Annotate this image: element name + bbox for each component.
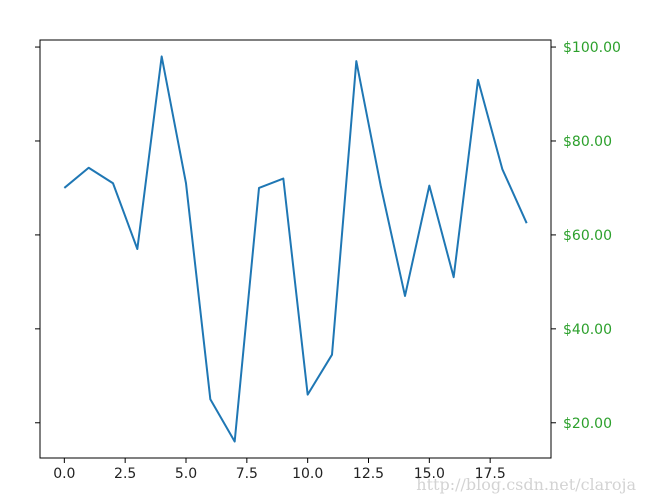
right-y-axis: $20.00 $40.00 $60.00 $80.00 $100.00 xyxy=(551,40,621,432)
right-y-tick-label: $40.00 xyxy=(563,322,612,338)
x-tick-label: 7.5 xyxy=(236,466,258,482)
x-tick-label: 15.0 xyxy=(414,466,445,482)
x-tick-label: 10.0 xyxy=(292,466,323,482)
right-y-tick-label: $60.00 xyxy=(563,228,612,244)
x-tick-label: 17.5 xyxy=(475,466,506,482)
right-y-tick-label: $20.00 xyxy=(563,416,612,432)
right-y-tick-label: $100.00 xyxy=(563,40,621,56)
x-tick-label: 2.5 xyxy=(114,466,136,482)
watermark: http://blog.csdn.net/claroja xyxy=(416,475,636,494)
x-axis: 0.0 2.5 5.0 7.5 10.0 12.5 15.0 17.5 xyxy=(53,458,506,482)
series-layer xyxy=(63,55,528,443)
plot-area xyxy=(39,39,552,459)
x-tick-label: 12.5 xyxy=(353,466,384,482)
series-line xyxy=(63,55,528,443)
left-y-axis xyxy=(35,46,40,424)
x-tick-label: 0.0 xyxy=(53,466,75,482)
right-y-tick-label: $80.00 xyxy=(563,134,612,150)
x-tick-label: 5.0 xyxy=(175,466,197,482)
